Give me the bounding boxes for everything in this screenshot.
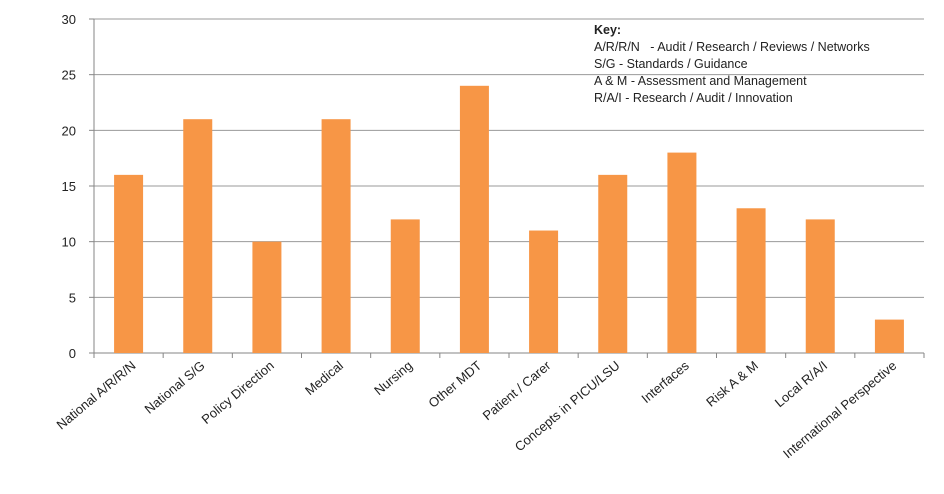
chart-key: Key: A/R/R/N - Audit / Research / Review… <box>594 22 870 107</box>
key-title: Key: <box>594 23 622 37</box>
bar <box>874 319 904 353</box>
y-tick-label: 0 <box>69 346 76 361</box>
y-axis-ticks: 0 5 10 15 20 25 30 <box>62 12 94 361</box>
key-line: S/G - Standards / Guidance <box>594 57 748 71</box>
bar <box>529 230 559 353</box>
bars <box>114 85 904 354</box>
x-tick-label: Nursing <box>371 358 415 398</box>
x-tick-label: National S/G <box>142 358 208 417</box>
y-tick-label: 15 <box>62 179 76 194</box>
bar <box>736 208 766 353</box>
bar <box>667 152 697 353</box>
x-tick-label: International Perspective <box>780 358 899 461</box>
y-tick-label: 25 <box>62 68 76 83</box>
y-tick-label: 10 <box>62 235 76 250</box>
x-tick-label: National A/R/R/N <box>54 358 139 433</box>
key-line: R/A/I - Research / Audit / Innovation <box>594 91 793 105</box>
bar <box>598 174 628 353</box>
bar <box>805 219 835 353</box>
y-tick-label: 20 <box>62 123 76 138</box>
x-tick-label: Risk A & M <box>703 358 761 410</box>
key-line: A & M - Assessment and Management <box>594 74 807 88</box>
x-tick-label: Policy Direction <box>199 358 277 427</box>
x-tick-label: Patient / Carer <box>480 357 554 423</box>
x-tick-label: Local R/A/I <box>772 358 830 410</box>
x-tick-label: Other MDT <box>425 358 484 411</box>
gridlines <box>93 18 925 358</box>
bar <box>459 85 489 354</box>
y-tick-label: 30 <box>62 12 76 27</box>
bar <box>390 219 420 353</box>
key-line: A/R/R/N - Audit / Research / Reviews / N… <box>594 40 870 54</box>
bar <box>114 174 144 353</box>
y-tick-label: 5 <box>69 290 76 305</box>
bar <box>321 119 351 353</box>
bar <box>252 241 282 353</box>
x-tick-label: Medical <box>302 358 346 398</box>
x-tick-label: Interfaces <box>638 357 692 406</box>
bar <box>183 119 213 353</box>
